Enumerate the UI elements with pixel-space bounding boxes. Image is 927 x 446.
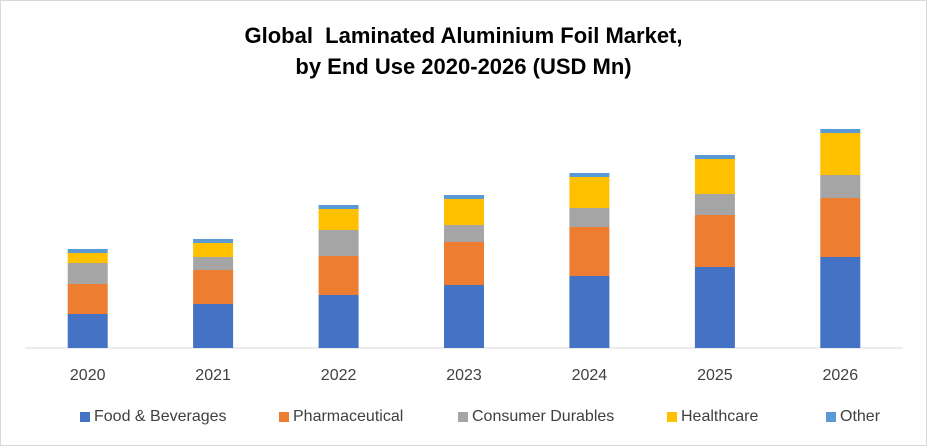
bar-segment-other-2021 [193,239,234,243]
bar-segment-food-beverages-2026 [820,257,861,348]
bar-segment-other-2023 [444,195,484,199]
bar-segment-food-beverages-2025 [694,267,735,348]
legend-item: Consumer Durables [458,408,614,426]
bar-segment-pharmaceutical-2026 [820,198,861,257]
bar-segment-other-2020 [67,249,108,253]
bar-segment-healthcare-2024 [569,177,610,208]
bar-segment-food-beverages-2022 [318,295,359,348]
x-tick-label: 2024 [572,367,608,384]
bar-segment-pharmaceutical-2023 [444,242,484,285]
bar-segment-healthcare-2022 [318,209,359,230]
bar-segment-pharmaceutical-2025 [694,215,735,267]
bar-segment-consumer-durables-2026 [820,175,861,198]
bar-segment-consumer-durables-2022 [318,230,359,256]
bar-segment-consumer-durables-2023 [444,225,484,242]
x-tick-label: 2023 [446,367,482,384]
chart-title-line-2: by End Use 2020-2026 (USD Mn) [295,54,632,79]
bar-segment-pharmaceutical-2022 [318,256,359,295]
bar-segment-other-2026 [820,129,861,133]
legend-swatch [826,412,836,422]
bar-segment-consumer-durables-2025 [694,194,735,215]
x-tick-label: 2025 [697,367,733,384]
bar-segment-food-beverages-2024 [569,276,610,348]
bar-segment-pharmaceutical-2024 [569,227,610,276]
legend-swatch [279,412,289,422]
legend-label: Consumer Durables [472,408,615,425]
legend-item: Other [826,408,880,426]
legend-swatch [458,412,468,422]
bar-segment-pharmaceutical-2020 [67,284,108,314]
bar-segment-other-2025 [694,155,735,159]
bar-segment-food-beverages-2021 [193,304,234,348]
bar-segment-food-beverages-2023 [444,285,484,348]
bar-segment-food-beverages-2020 [67,314,108,348]
bar-segment-consumer-durables-2020 [67,263,108,284]
bar-segment-consumer-durables-2024 [569,208,610,227]
bar-segment-healthcare-2025 [694,159,735,194]
bar-segment-healthcare-2026 [820,133,861,175]
bar-segment-pharmaceutical-2021 [193,270,234,304]
x-tick-label: 2026 [823,367,859,384]
x-tick-label: 2022 [321,367,357,384]
chart-title-line-1: Global Laminated Aluminium Foil Market, [244,23,683,48]
chart-title: Global Laminated Aluminium Foil Market, … [0,20,927,82]
bar-segment-healthcare-2020 [67,253,108,263]
bar-segment-consumer-durables-2021 [193,257,234,270]
x-tick-label: 2020 [70,367,106,384]
x-tick-label: 2021 [195,367,231,384]
bar-segment-healthcare-2023 [444,199,484,225]
legend-item: Healthcare [667,408,758,426]
legend-item: Food & Beverages [80,408,227,426]
chart-legend: Food & Beverages Pharmaceutical Consumer D… [0,408,927,432]
legend-label: Other [840,408,881,425]
legend-label: Pharmaceutical [293,408,404,425]
bar-segment-other-2024 [569,173,610,177]
legend-swatch [80,412,90,422]
legend-label: Food & Beverages [94,408,227,425]
bar-segment-healthcare-2021 [193,243,234,257]
bar-segment-other-2022 [318,205,359,209]
legend-item: Pharmaceutical [279,408,403,426]
legend-label: Healthcare [681,408,759,425]
legend-swatch [667,412,677,422]
